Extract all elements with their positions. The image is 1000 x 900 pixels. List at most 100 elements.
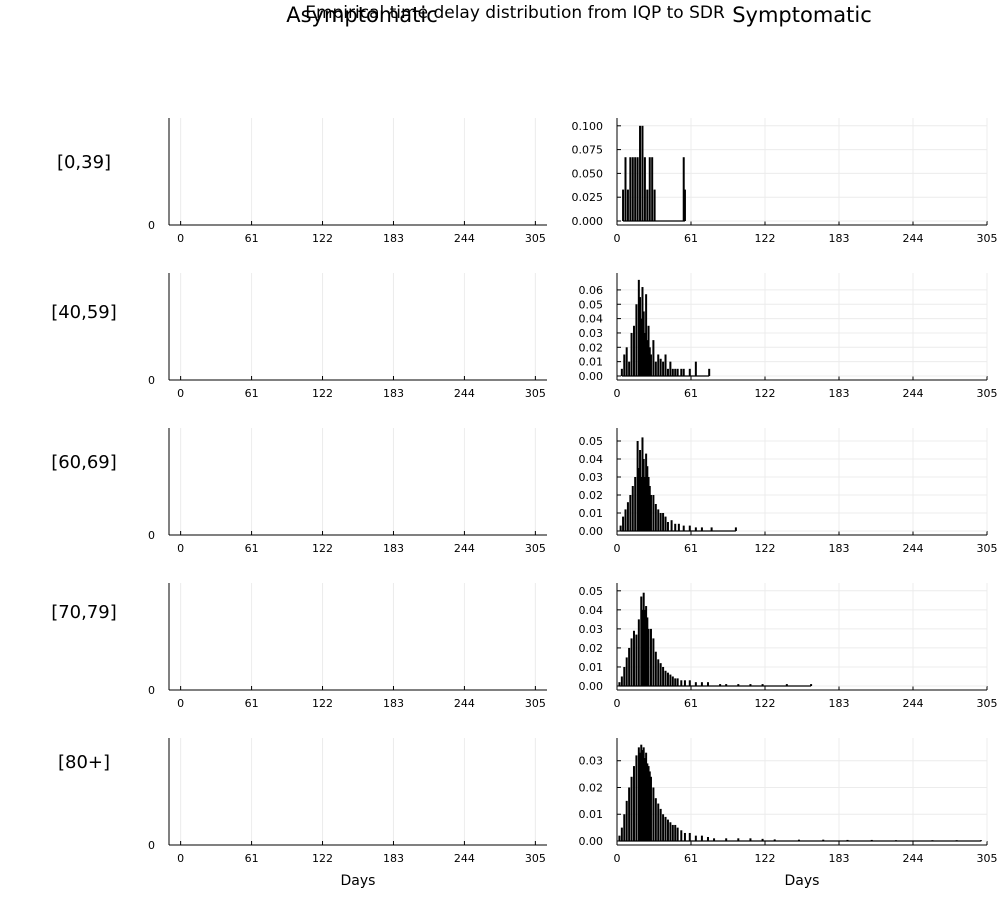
panel-sym-2-bar-2 bbox=[624, 509, 627, 531]
panel-sym-3-bar-27 bbox=[676, 678, 679, 686]
panel-sym-1-bar-17 bbox=[649, 354, 652, 376]
panel-sym-4-bar-40 bbox=[761, 838, 764, 841]
panel-sym-2-bar-18 bbox=[649, 495, 652, 531]
panel-asym-2-xtick-label-5: 305 bbox=[525, 542, 546, 555]
panel-sym-2-bar-17 bbox=[648, 486, 651, 531]
panel-sym-2-bar-25 bbox=[666, 522, 669, 531]
panel-sym-0-bar-11 bbox=[648, 157, 651, 221]
panel-sym-2-ytick-label-5: 0.05 bbox=[579, 435, 604, 448]
panel-sym-0-bar-3 bbox=[629, 157, 632, 221]
panel-sym-3-ytick-label-3: 0.03 bbox=[579, 623, 604, 636]
panel-sym-1-bar-12 bbox=[643, 332, 646, 376]
panel-sym-4-bar-9 bbox=[639, 752, 642, 841]
panel-sym-3-bar-33 bbox=[706, 682, 709, 686]
panel-sym-3-bar-0 bbox=[618, 682, 621, 686]
panel-sym-3-bar-39 bbox=[785, 684, 788, 686]
panel-sym-4-xtick-label-4: 244 bbox=[903, 852, 924, 865]
panel-asym-3-xtick-label-1: 61 bbox=[245, 697, 259, 710]
panel-sym-4-bar-30 bbox=[680, 830, 683, 841]
panel-sym-2-bar-22 bbox=[659, 513, 662, 531]
panel-sym-1-bar-18 bbox=[652, 340, 655, 376]
panel-sym-3-bar-29 bbox=[683, 680, 686, 686]
panel-sym-0-bar-2 bbox=[626, 189, 629, 221]
panel-sym-1-ytick-label-6: 0.06 bbox=[579, 284, 604, 297]
panel-sym-1-bar-33 bbox=[708, 368, 711, 376]
panel-sym-0-bar-9 bbox=[643, 157, 646, 221]
panel-sym-4-bar-42 bbox=[797, 839, 800, 841]
panel-sym-2-xtick-label-3: 183 bbox=[829, 542, 850, 555]
panel-sym-3-bar-1 bbox=[620, 676, 623, 686]
panel-sym-1-bar-2 bbox=[625, 347, 628, 376]
panel-sym-3-bar-26 bbox=[674, 678, 677, 686]
panel-sym-4-xtick-label-1: 61 bbox=[684, 852, 698, 865]
panel-sym-2-bar-13 bbox=[643, 477, 646, 531]
panel-asym-3-xtick-label-4: 244 bbox=[454, 697, 475, 710]
panel-sym-3-bar-32 bbox=[700, 682, 703, 686]
panel-sym-2-xtick-label-2: 122 bbox=[755, 542, 776, 555]
panel-sym-0-bar-6 bbox=[636, 157, 639, 221]
panel-asym-0-xtick-label-5: 305 bbox=[525, 232, 546, 245]
panel-asym-0-xtick-label-0: 0 bbox=[177, 232, 184, 245]
panel-sym-4-bar-43 bbox=[822, 839, 825, 841]
panel-sym-1-bar-26 bbox=[671, 368, 674, 376]
panel-sym-1-bar-3 bbox=[628, 361, 631, 376]
panel-sym-3-bar-25 bbox=[671, 676, 674, 686]
panel-sym-3-bar-8 bbox=[637, 619, 640, 686]
panel-sym-2-bar-29 bbox=[682, 525, 685, 531]
panel-sym-3-bar-11 bbox=[642, 592, 645, 686]
panel-asym-0-xtick-label-2: 122 bbox=[312, 232, 333, 245]
panel-sym-0-bar-1 bbox=[624, 157, 627, 221]
panel-sym-4-bar-16 bbox=[647, 766, 650, 841]
panel-sym-2-bar-0 bbox=[619, 525, 622, 531]
panel-sym-2-bar-15 bbox=[646, 466, 649, 531]
panel-sym-4-bar-37 bbox=[725, 838, 728, 841]
panel-sym-0-bar-5 bbox=[634, 157, 637, 221]
panel-sym-4-ytick-label-2: 0.02 bbox=[579, 781, 604, 794]
panel-sym-4-bar-26 bbox=[669, 822, 672, 841]
figure-title: Empirical time delay distribution from I… bbox=[305, 3, 725, 23]
panel-sym-3-bar-21 bbox=[662, 666, 665, 686]
panel-sym-3-bar-2 bbox=[623, 666, 626, 686]
panel-sym-3-bar-16 bbox=[649, 628, 652, 686]
panel-sym-3-bar-40 bbox=[810, 684, 813, 686]
panel-asym-4-xtick-label-5: 305 bbox=[525, 852, 546, 865]
panel-sym-0-bar-0 bbox=[622, 189, 625, 221]
panel-sym-1-bar-32 bbox=[694, 361, 697, 376]
panel-sym-3-xtick-label-4: 244 bbox=[903, 697, 924, 710]
panel-sym-1-bar-13 bbox=[645, 294, 648, 376]
panel-sym-2-bar-28 bbox=[677, 523, 680, 531]
panel-sym-3-bar-13 bbox=[645, 606, 648, 686]
panel-sym-0-ytick-label-0: 0.000 bbox=[572, 215, 604, 228]
row-label-1: [40,59] bbox=[51, 302, 117, 323]
panel-sym-4-bar-41 bbox=[773, 839, 776, 841]
panel-sym-1-xtick-label-2: 122 bbox=[755, 387, 776, 400]
panel-sym-1-bar-27 bbox=[674, 368, 677, 376]
panel-sym-1-bar-15 bbox=[647, 325, 650, 376]
panel-sym-3-xtick-label-0: 0 bbox=[614, 697, 621, 710]
panel-sym-2-bar-26 bbox=[670, 520, 673, 531]
panel-sym-4-bar-0 bbox=[618, 835, 621, 841]
panel-sym-0-ytick-label-1: 0.025 bbox=[572, 191, 604, 204]
panel-asym-2-ytick-label-0: 0 bbox=[148, 529, 155, 542]
panel-sym-1-bar-24 bbox=[666, 368, 669, 376]
panel-sym-3-bar-7 bbox=[635, 634, 638, 686]
panel-sym-0-bar-10 bbox=[646, 189, 649, 221]
panel-sym-1-bar-7 bbox=[637, 279, 640, 376]
panel-sym-1-bar-1 bbox=[623, 354, 626, 376]
panel-sym-2-bar-1 bbox=[622, 516, 625, 531]
panel-sym-2-ytick-label-3: 0.03 bbox=[579, 471, 604, 484]
panel-sym-1-ytick-label-4: 0.04 bbox=[579, 313, 604, 326]
panel-sym-0-bar-4 bbox=[631, 157, 634, 221]
panel-sym-2-bar-33 bbox=[710, 527, 713, 531]
panel-sym-4-xtick-label-3: 183 bbox=[829, 852, 850, 865]
panel-sym-3-bar-5 bbox=[630, 638, 633, 686]
panel-sym-0-bar-7 bbox=[639, 125, 642, 221]
panel-sym-3-bar-3 bbox=[625, 657, 628, 686]
panel-sym-3-xtick-label-2: 122 bbox=[755, 697, 776, 710]
panel-asym-1-xtick-label-5: 305 bbox=[525, 387, 546, 400]
panel-asym-4-xtick-label-4: 244 bbox=[454, 852, 475, 865]
panel-sym-0-bar-14 bbox=[682, 157, 685, 221]
panel-asym-3-xtick-label-0: 0 bbox=[177, 697, 184, 710]
panel-sym-3-bar-37 bbox=[749, 684, 752, 686]
panel-sym-0-xtick-label-0: 0 bbox=[614, 232, 621, 245]
